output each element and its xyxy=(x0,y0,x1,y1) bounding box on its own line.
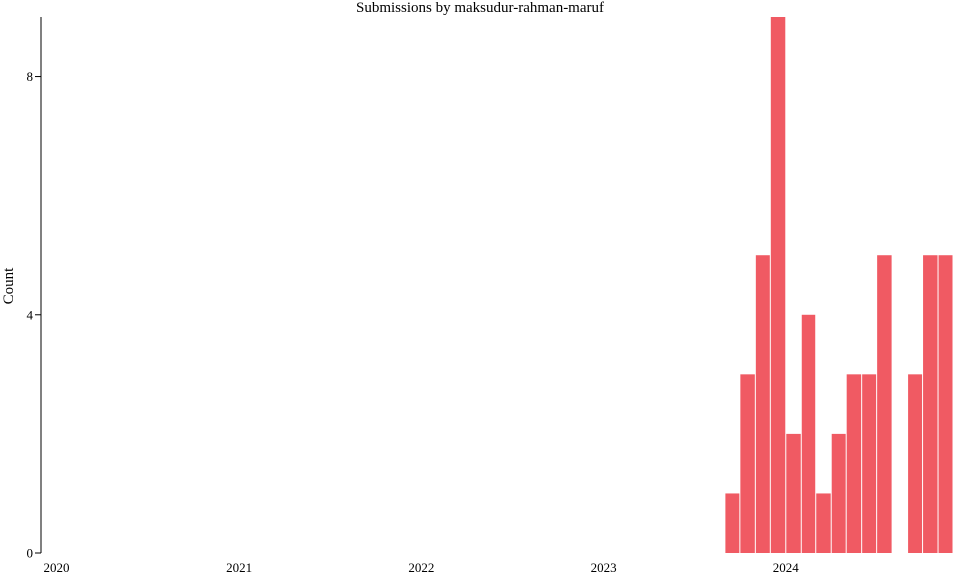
x-ticks: 2020 2021 2022 2023 2024 xyxy=(43,560,799,575)
bar-2024-03-01 xyxy=(816,493,831,553)
x-tick-label: 2023 xyxy=(591,560,617,575)
bar-2024-01-01 xyxy=(786,433,801,553)
x-tick-label: 2024 xyxy=(773,560,800,575)
y-tick-label: 8 xyxy=(27,69,34,84)
bar-2024-11-01 xyxy=(938,255,953,553)
bar-2024-04-01 xyxy=(831,433,846,553)
x-tick-label: 2020 xyxy=(43,560,69,575)
bar-2023-12-01 xyxy=(770,17,786,553)
chart-title: Submissions by maksudur-rahman-maruf xyxy=(356,0,604,16)
bar-2024-05-01 xyxy=(846,374,862,553)
y-tick-label: 0 xyxy=(27,546,34,561)
y-ticks: 0 4 8 xyxy=(27,69,41,561)
y-tick-label: 4 xyxy=(27,307,34,322)
bar-2024-02-01 xyxy=(801,314,816,553)
bar-2024-10-01 xyxy=(923,255,938,553)
bars-group xyxy=(725,17,953,553)
bar-2023-10-01 xyxy=(740,374,755,553)
bar-2024-06-01 xyxy=(862,374,877,553)
bar-2024-07-01 xyxy=(877,255,892,553)
bar-2023-11-01 xyxy=(755,255,770,553)
bar-2023-09-01 xyxy=(725,493,740,553)
bar-2024-09-01 xyxy=(908,374,923,553)
x-tick-label: 2021 xyxy=(226,560,252,575)
x-tick-label: 2022 xyxy=(408,560,434,575)
y-axis-label: Count xyxy=(1,267,17,305)
